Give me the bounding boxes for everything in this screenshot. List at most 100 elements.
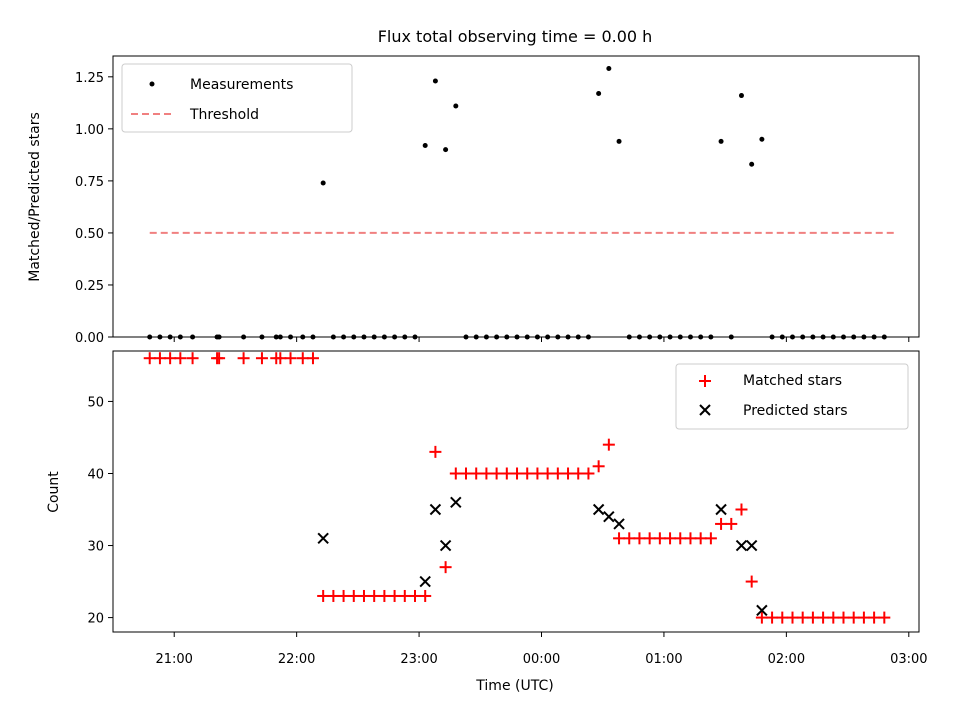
predicted-star-point <box>613 518 625 530</box>
matched-star-point <box>745 575 758 588</box>
matched-star-point <box>684 532 697 545</box>
matched-star-point <box>449 467 462 480</box>
x-tick-label: 03:00 <box>890 652 927 667</box>
predicted-marker-b <box>715 503 727 516</box>
matched-star-point <box>531 467 544 480</box>
matched-star-point <box>274 352 287 365</box>
bottom-y-axis-label: Count <box>46 471 62 513</box>
predicted-star-point <box>439 539 452 552</box>
matched-star-point <box>674 532 687 545</box>
x-tick-label: 01:00 <box>645 652 682 667</box>
matched-star-point <box>755 611 768 624</box>
top-tick-layer: 0.00 0.25 0.50 0.75 1.00 1.25 <box>75 71 910 346</box>
predicted-star-point <box>419 575 431 588</box>
predicted-marker-b <box>439 539 452 552</box>
matched-star-point <box>174 352 187 365</box>
matched-star-point <box>213 352 226 365</box>
y-tick-label: 1.25 <box>75 71 104 86</box>
top-panel: Flux total observing time = 0.00 h 0.000… <box>27 27 920 346</box>
predicted-marker-b <box>745 539 758 552</box>
matched-star-point <box>255 352 268 365</box>
measurement-point <box>606 65 612 71</box>
matched-star-point <box>653 532 666 545</box>
matched-star-point <box>837 611 850 624</box>
y-tick-label: 40 <box>87 467 104 482</box>
matched-star-point <box>868 611 881 624</box>
matched-star-point <box>284 352 297 365</box>
measurement-point <box>718 138 724 144</box>
top-legend: Measurements Threshold <box>121 63 353 133</box>
y-tick-label: 0.50 <box>75 227 104 242</box>
predicted-marker-b <box>756 604 768 617</box>
matched-star-point <box>164 352 177 365</box>
y-tick-label: 50 <box>87 395 104 410</box>
y-tick-label: 1.00 <box>75 123 104 138</box>
matched-star-point <box>878 611 891 624</box>
matched-star-point <box>521 467 534 480</box>
x-tick-label: 02:00 <box>768 652 805 667</box>
matched-star-point <box>715 517 728 530</box>
matched-star-point <box>796 611 809 624</box>
matched-star-point <box>347 589 360 602</box>
measurement-point <box>749 161 755 167</box>
measurements-legend-label: Measurements <box>190 77 293 93</box>
predicted-marker-b <box>613 518 625 530</box>
matched-star-point <box>378 589 391 602</box>
predicted-marker-b <box>450 496 462 509</box>
matched-star-point <box>602 438 615 451</box>
y-tick-label: 0.25 <box>75 279 104 294</box>
x-tick-label: 00:00 <box>523 652 560 667</box>
bottom-data-marks <box>143 352 891 624</box>
threshold-legend-label: Threshold <box>189 107 259 123</box>
measurement-point <box>596 90 602 96</box>
predicted-star-point <box>756 604 768 617</box>
matched-star-point <box>643 532 656 545</box>
matched-star-point <box>786 611 799 624</box>
predicted-star-point <box>745 539 758 552</box>
predicted-marker-b <box>603 511 615 523</box>
matched-star-point <box>735 503 748 516</box>
matched-star-point <box>480 467 493 480</box>
matched-star-point <box>317 589 330 602</box>
matched-star-point <box>541 467 554 480</box>
predicted-star-point <box>317 532 329 545</box>
predicted-marker-b <box>317 532 329 545</box>
measurement-point <box>616 138 622 144</box>
matched-star-point <box>439 561 452 574</box>
matched-star-point <box>388 589 401 602</box>
measurement-point <box>738 93 744 99</box>
predicted-marker-b <box>735 539 748 552</box>
matched-star-point <box>694 532 707 545</box>
matched-star-point <box>562 467 575 480</box>
matched-star-point <box>419 589 432 602</box>
measurement-point <box>432 78 438 84</box>
matched-star-point <box>817 611 830 624</box>
matched-star-point <box>153 352 166 365</box>
matched-star-point <box>306 352 319 365</box>
matched-star-point <box>592 460 605 473</box>
predicted-star-point <box>715 503 727 516</box>
matched-star-point <box>623 532 636 545</box>
measurement-point <box>759 136 765 142</box>
bottom-tick-layer: 20 30 40 50 21:00 22:00 23:00 00:00 01:00 02:00 03… <box>87 395 927 667</box>
top-y-axis-label: Matched/Predicted stars <box>27 112 43 282</box>
x-tick-label: 22:00 <box>278 652 315 667</box>
matched-star-point <box>806 611 819 624</box>
predicted-star-point <box>735 539 748 552</box>
matched-star-point <box>429 445 442 458</box>
matched-star-point <box>704 532 717 545</box>
matched-star-point <box>296 352 309 365</box>
measurement-point <box>422 143 428 149</box>
matched-star-point <box>357 589 370 602</box>
y-tick-label: 0.00 <box>75 331 104 346</box>
matched-star-point <box>500 467 513 480</box>
matched-star-point <box>857 611 870 624</box>
y-tick-label: 0.75 <box>75 175 104 190</box>
matched-star-point <box>460 467 473 480</box>
matched-star-point <box>408 589 421 602</box>
matched-star-point <box>511 467 524 480</box>
matched-star-point <box>368 589 381 602</box>
x-tick-label: 21:00 <box>155 652 192 667</box>
bottom-panel: 20 30 40 50 21:00 22:00 23:00 00:00 01:00 02:00 03… <box>46 350 928 694</box>
matched-star-point <box>613 532 626 545</box>
